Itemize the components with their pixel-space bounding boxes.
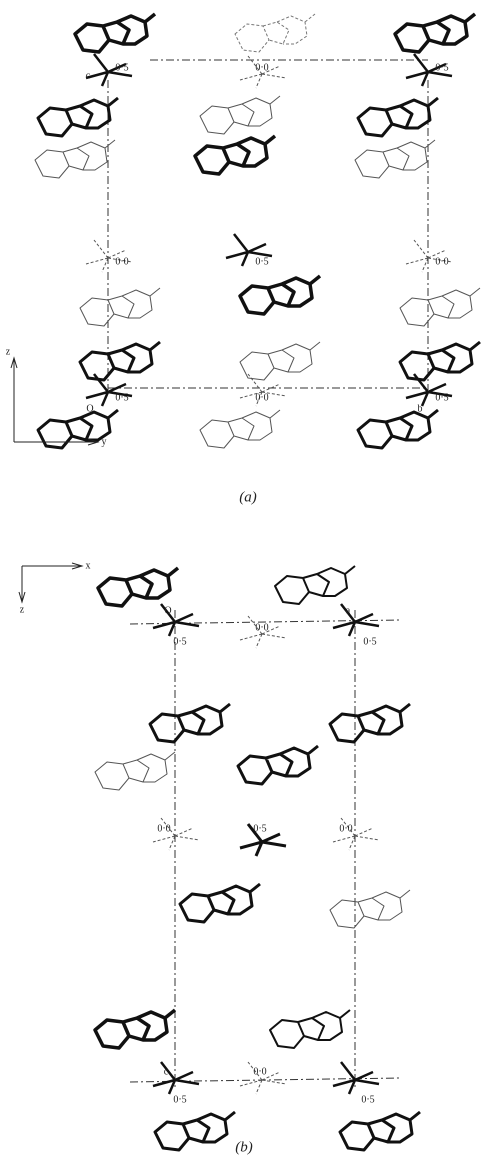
- axis-label: y: [102, 436, 107, 447]
- molecule: [80, 288, 160, 326]
- molecule: [80, 342, 160, 380]
- label: 0·0: [253, 1066, 266, 1077]
- molecule: [155, 1112, 235, 1150]
- label: 0·5: [363, 636, 376, 647]
- molecule: [340, 1112, 420, 1150]
- label: 0·0: [255, 392, 268, 403]
- molecule: [235, 14, 315, 52]
- tripod: [153, 604, 199, 636]
- molecule: [238, 746, 318, 784]
- molecule: [38, 98, 118, 136]
- molecule: [240, 276, 320, 314]
- label: 0·5: [255, 256, 268, 267]
- label: O: [86, 403, 93, 414]
- labels-a: 0·5 c 0·0 0·5 0·0 0·5 0·0 0·5 O 0·0 0·5 …: [86, 62, 449, 414]
- label: 0·5: [173, 1094, 186, 1105]
- label: 0·5: [253, 823, 266, 834]
- molecule: [400, 288, 480, 326]
- molecules-b: [95, 566, 420, 1150]
- label: 0·0: [255, 62, 268, 73]
- molecule: [95, 752, 175, 790]
- molecule: [275, 566, 355, 604]
- label: c: [86, 70, 91, 81]
- molecule: [95, 1010, 175, 1048]
- molecule: [195, 136, 275, 174]
- label: 0·0: [255, 622, 268, 633]
- molecule: [200, 410, 280, 448]
- caption: (b): [235, 1139, 253, 1155]
- molecule: [355, 140, 435, 178]
- molecule: [270, 1010, 350, 1048]
- label: b: [418, 403, 423, 414]
- label: 0·5: [115, 62, 128, 73]
- label: 0·5: [361, 1094, 374, 1105]
- molecule: [358, 410, 438, 448]
- label: 0·0: [157, 823, 170, 834]
- molecule: [75, 14, 155, 52]
- label: 0·0: [115, 256, 128, 267]
- label: 0·5: [115, 392, 128, 403]
- molecule: [330, 704, 410, 742]
- figure: 0·5 c 0·0 0·5 0·0 0·5 0·0 0·5 O 0·0 0·5 …: [0, 0, 494, 1158]
- molecule: [240, 342, 320, 380]
- molecule: [358, 98, 438, 136]
- molecule: [35, 140, 115, 178]
- label: 0·5: [435, 62, 448, 73]
- label: O: [164, 605, 171, 616]
- axis-label: z: [6, 346, 11, 357]
- axis-label: x: [86, 560, 91, 571]
- molecule: [395, 14, 475, 52]
- caption: (a): [239, 489, 257, 505]
- molecule: [200, 96, 280, 134]
- labels-b: O 0·0 a 0·5 0·5 0·0 0·5 0·0 c 0·0 0·5 0·…: [157, 605, 376, 1105]
- label: 0·5: [435, 392, 448, 403]
- label: 0·5: [173, 636, 186, 647]
- molecule: [400, 342, 480, 380]
- molecules-a: [35, 14, 480, 448]
- label: a: [346, 605, 351, 616]
- molecule: [150, 704, 230, 742]
- label: 0·0: [339, 823, 352, 834]
- molecule: [180, 884, 260, 922]
- molecule: [98, 568, 178, 606]
- unit-cell-b: [130, 610, 400, 1090]
- label: 0·0: [435, 256, 448, 267]
- label: c: [164, 1066, 169, 1077]
- molecule: [330, 890, 410, 928]
- axes-b: x z: [19, 560, 91, 615]
- axis-label: z: [20, 604, 25, 615]
- tripod: [153, 1062, 199, 1094]
